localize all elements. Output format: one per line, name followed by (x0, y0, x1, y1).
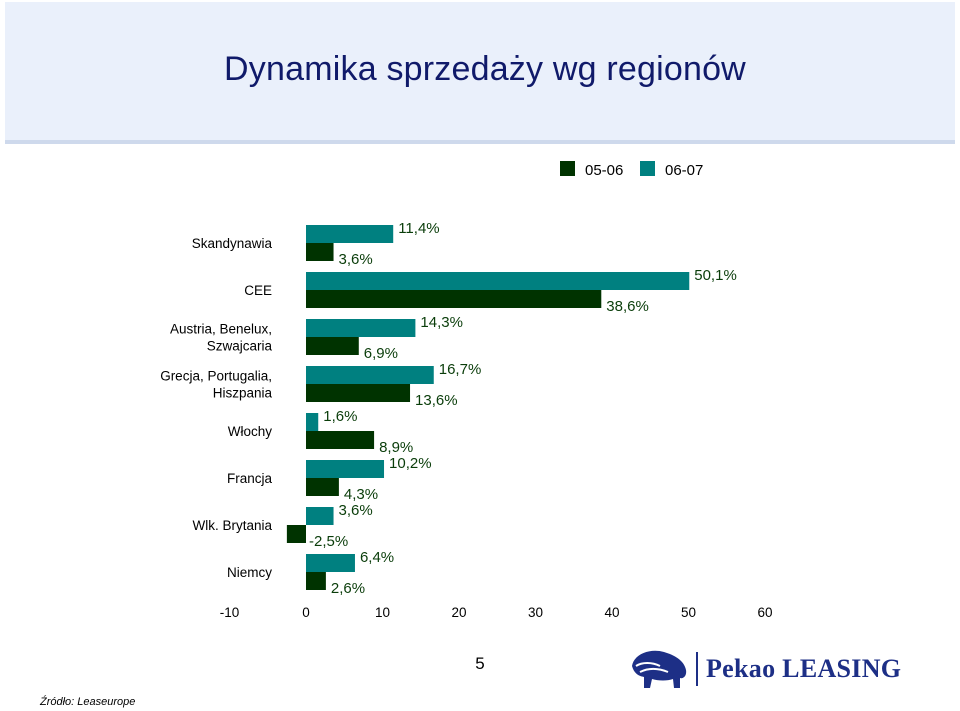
bar-05-06 (306, 478, 339, 496)
x-tick-label: 40 (604, 605, 619, 620)
bar-06-07 (306, 319, 416, 337)
bar-06-07 (306, 554, 355, 572)
data-label-05-06: 6,9% (364, 345, 398, 362)
category-label: Włochy (228, 424, 273, 439)
bar-06-07 (306, 413, 319, 431)
bar-05-06 (306, 384, 411, 402)
data-label-05-06: 4,3% (344, 486, 378, 503)
data-label-06-07: 3,6% (339, 502, 373, 519)
data-label-06-07: 11,4% (398, 220, 439, 237)
x-tick-label: 0 (302, 605, 310, 620)
data-label-06-07: 6,4% (360, 549, 394, 566)
data-label-05-06: 3,6% (339, 251, 373, 268)
data-label-06-07: 16,7% (439, 361, 482, 378)
category-label: Skandynawia (192, 236, 273, 251)
x-tick-label: 30 (528, 605, 543, 620)
category-label: CEE (244, 283, 272, 298)
page-number: 5 (475, 654, 485, 673)
category-label: Grecja, Portugalia, (160, 369, 272, 384)
page-title: Dynamika sprzedaży wg regionów (224, 50, 746, 88)
data-label-05-06: -2,5% (309, 533, 348, 550)
data-label-06-07: 1,6% (323, 408, 357, 425)
data-label-05-06: 8,9% (379, 439, 413, 456)
source-note: Źródło: Leaseurope (40, 696, 136, 708)
data-label-05-06: 38,6% (606, 298, 649, 315)
bar-06-07 (306, 366, 434, 384)
x-tick-label: -10 (220, 605, 240, 620)
category-label: Francja (227, 471, 273, 486)
x-tick-label: 60 (757, 605, 772, 620)
brand-divider (696, 652, 698, 686)
brand-name: Pekao LEASING (706, 654, 902, 683)
legend-swatch-05-06 (560, 161, 575, 176)
data-label-06-07: 50,1% (694, 267, 737, 284)
bar-06-07 (306, 272, 690, 290)
legend-swatch-06-07 (640, 161, 655, 176)
category-label: Niemcy (227, 565, 272, 580)
category-label: Hiszpania (213, 386, 273, 401)
bar-05-06 (306, 572, 326, 590)
brand-logo: Pekao LEASING (628, 646, 918, 694)
legend-label-06-07: 06-07 (665, 162, 703, 179)
x-tick-label: 10 (375, 605, 390, 620)
bar-06-07 (306, 460, 385, 478)
bar-06-07 (306, 225, 394, 243)
bar-05-06 (306, 431, 375, 449)
bar-05-06 (286, 525, 306, 543)
bison-icon (632, 650, 687, 688)
data-label-06-07: 14,3% (420, 314, 463, 331)
title-band: Dynamika sprzedaży wg regionów (5, 2, 955, 144)
bar-06-07 (306, 507, 334, 525)
legend-label-05-06: 05-06 (585, 162, 623, 179)
category-label: Austria, Benelux, (170, 322, 272, 337)
bar-chart: 05-06 06-07 Skandynawia CEE Austria, Benelux… (160, 161, 773, 620)
category-label: Szwajcaria (207, 339, 273, 354)
x-tick-label: 20 (451, 605, 466, 620)
bar-05-06 (306, 290, 602, 308)
data-label-05-06: 13,6% (415, 392, 458, 409)
data-label-05-06: 2,6% (331, 580, 365, 597)
x-tick-label: 50 (681, 605, 696, 620)
category-label: Wlk. Brytania (192, 518, 272, 533)
bar-05-06 (306, 337, 359, 355)
data-label-06-07: 10,2% (389, 455, 432, 472)
bar-05-06 (306, 243, 334, 261)
